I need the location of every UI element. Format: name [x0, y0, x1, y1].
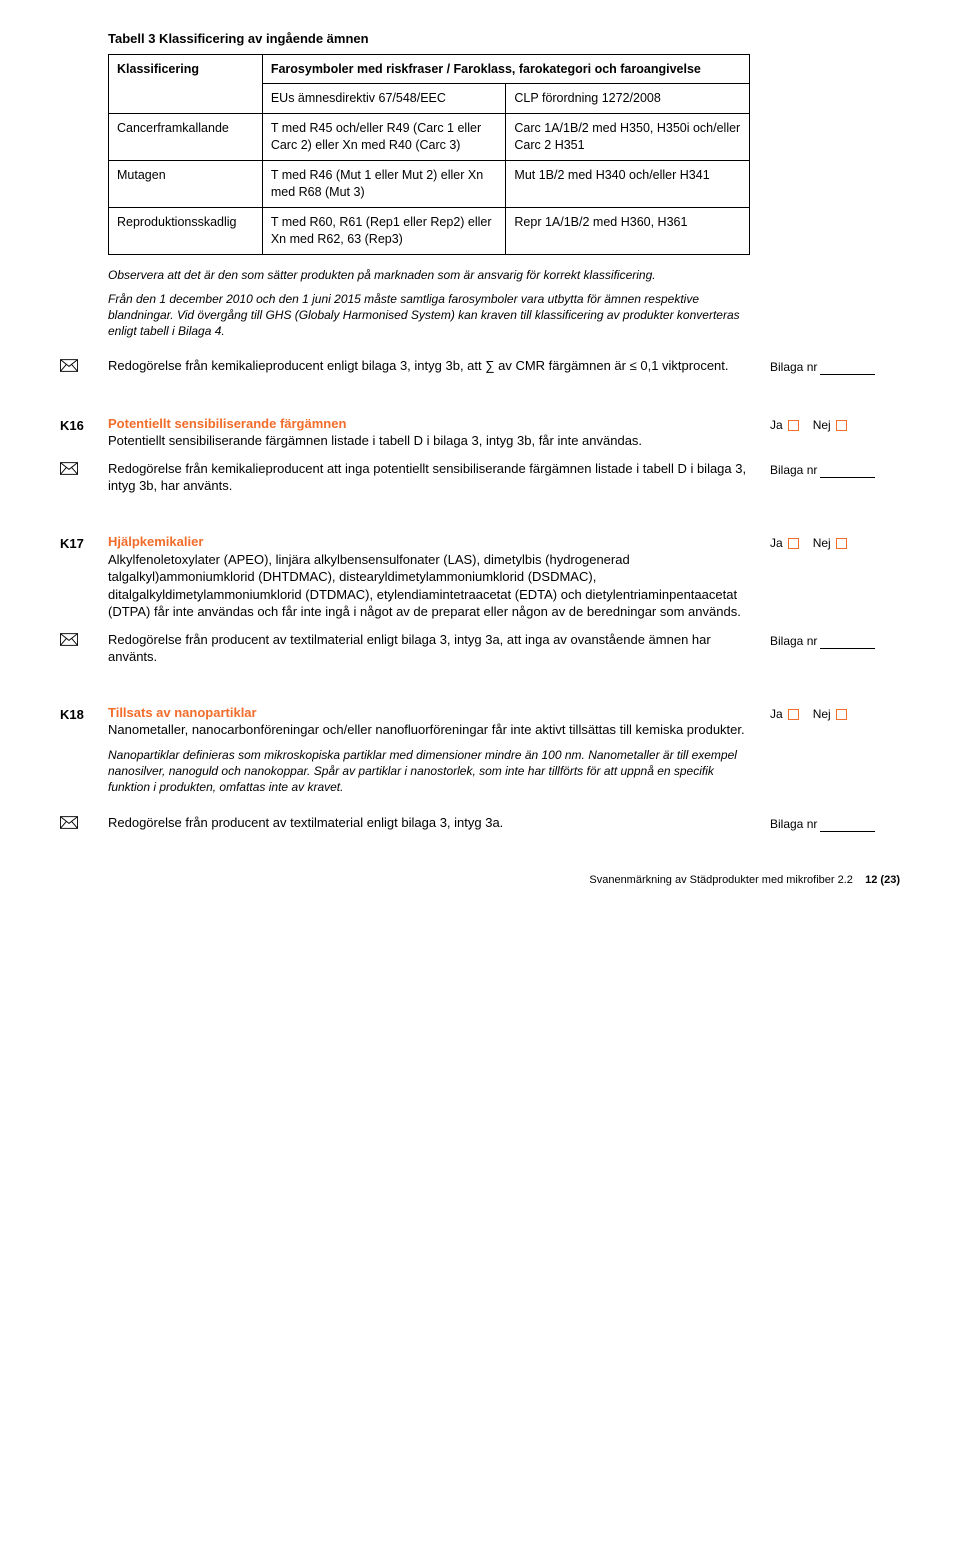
table3-r0-c1: Cancerframkallande [109, 114, 263, 161]
bilaga-label: Bilaga nr [770, 360, 817, 374]
k17-evidence: Redogörelse från producent av textilmate… [108, 631, 770, 666]
bilaga-input-line[interactable] [820, 477, 875, 478]
envelope-icon [60, 359, 78, 372]
table3-r2-c2: T med R60, R61 (Rep1 eller Rep2) eller X… [262, 207, 506, 254]
k16-ja-label: Ja [770, 418, 783, 432]
table3: Klassificering Farosymboler med riskfras… [108, 54, 750, 255]
bilaga-label: Bilaga nr [770, 634, 817, 648]
k17-ja-checkbox[interactable] [788, 538, 799, 549]
envelope-icon [60, 816, 78, 829]
k18-ja-label: Ja [770, 707, 783, 721]
bilaga-input-line[interactable] [820, 374, 875, 375]
table3-h-sub-a: EUs ämnesdirektiv 67/548/EEC [262, 84, 506, 114]
bilaga-label: Bilaga nr [770, 817, 817, 831]
k16-label: K16 [60, 418, 84, 433]
k18-body: Nanometaller, nanocarbonföreningar och/e… [108, 722, 745, 737]
footer-text: Svanenmärkning av Städprodukter med mikr… [589, 874, 853, 886]
k18-nej-checkbox[interactable] [836, 709, 847, 720]
table-row: Reproduktionsskadlig T med R60, R61 (Rep… [109, 207, 750, 254]
envelope-icon [60, 633, 78, 646]
table3-r1-c2: T med R46 (Mut 1 eller Mut 2) eller Xn m… [262, 161, 506, 208]
table3-h-sub-b: CLP förordning 1272/2008 [506, 84, 750, 114]
k18-nej-label: Nej [813, 707, 831, 721]
k16-evidence: Redogörelse från kemikalieproducent att … [108, 460, 770, 495]
k18-evidence: Redogörelse från producent av textilmate… [108, 814, 770, 832]
k16-nej-checkbox[interactable] [836, 420, 847, 431]
k17-body: Alkylfenoletoxylater (APEO), linjära alk… [108, 552, 741, 620]
k16-nej-label: Nej [813, 418, 831, 432]
k18-heading: Tillsats av nanopartiklar [108, 705, 257, 720]
k16-ja-checkbox[interactable] [788, 420, 799, 431]
k16-body: Potentiellt sensibiliserande färgämnen l… [108, 433, 642, 448]
table3-title: Tabell 3 Klassificering av ingående ämne… [108, 30, 750, 48]
table3-r0-c2: T med R45 och/eller R49 (Carc 1 eller Ca… [262, 114, 506, 161]
k18-ja-checkbox[interactable] [788, 709, 799, 720]
bilaga-input-line[interactable] [820, 648, 875, 649]
page-footer: Svanenmärkning av Städprodukter med mikr… [60, 873, 900, 888]
k17-nej-checkbox[interactable] [836, 538, 847, 549]
table3-h-col1: Klassificering [109, 54, 263, 114]
k18-note: Nanopartiklar definieras som mikroskopis… [108, 747, 750, 796]
footer-page: 12 (23) [865, 874, 900, 886]
pre-k16-text: Redogörelse från kemikalieproducent enli… [108, 357, 770, 375]
table3-note1: Observera att det är den som sätter prod… [108, 267, 750, 283]
table3-r1-c3: Mut 1B/2 med H340 och/eller H341 [506, 161, 750, 208]
table3-r0-c3: Carc 1A/1B/2 med H350, H350i och/eller C… [506, 114, 750, 161]
table-row: Mutagen T med R46 (Mut 1 eller Mut 2) el… [109, 161, 750, 208]
k17-heading: Hjälpkemikalier [108, 534, 203, 549]
k17-nej-label: Nej [813, 536, 831, 550]
k18-label: K18 [60, 707, 84, 722]
table3-r2-c3: Repr 1A/1B/2 med H360, H361 [506, 207, 750, 254]
table3-r2-c1: Reproduktionsskadlig [109, 207, 263, 254]
k17-ja-label: Ja [770, 536, 783, 550]
table3-r1-c1: Mutagen [109, 161, 263, 208]
table-row: Cancerframkallande T med R45 och/eller R… [109, 114, 750, 161]
table3-note2: Från den 1 december 2010 och den 1 juni … [108, 291, 750, 340]
k16-heading: Potentiellt sensibiliserande färgämnen [108, 416, 346, 431]
bilaga-input-line[interactable] [820, 831, 875, 832]
k17-label: K17 [60, 536, 84, 551]
bilaga-label: Bilaga nr [770, 463, 817, 477]
envelope-icon [60, 462, 78, 475]
table3-h-col2: Farosymboler med riskfraser / Faroklass,… [262, 54, 749, 84]
